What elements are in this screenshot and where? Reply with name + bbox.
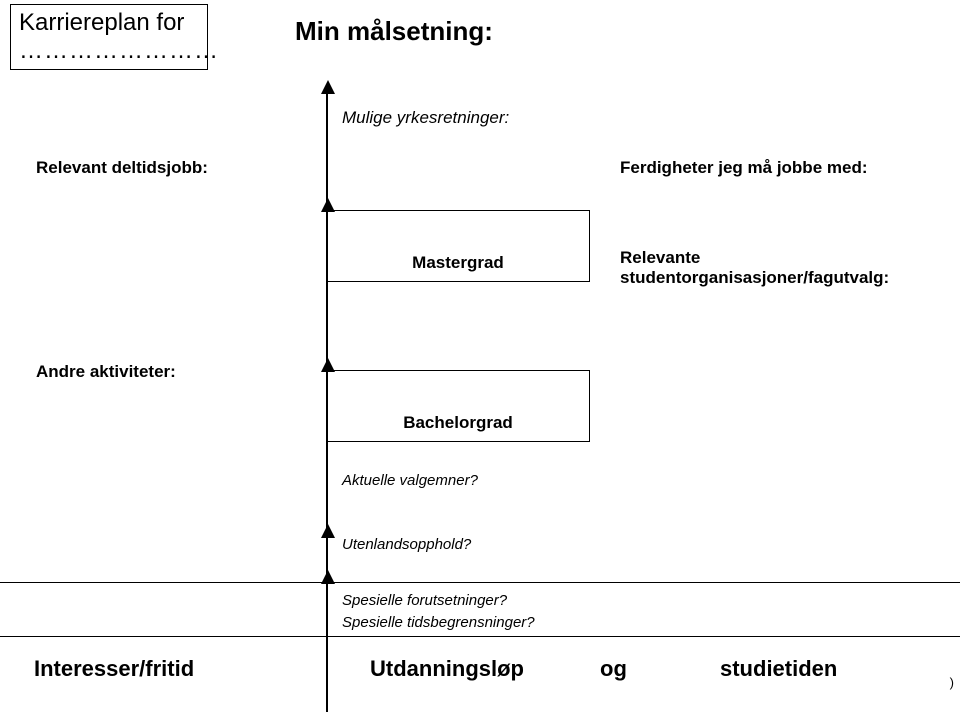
hline-lower	[0, 636, 960, 637]
axis-left: Interesser/fritid	[34, 656, 194, 682]
axis-og: og	[600, 656, 627, 682]
label-studentorg-l1: Relevante	[620, 248, 889, 268]
label-studentorg: Relevante studentorganisasjoner/fagutval…	[620, 248, 889, 288]
label-forutsetninger: Spesielle forutsetninger?	[342, 592, 507, 609]
label-bachelorgrad: Bachelorgrad	[327, 413, 589, 433]
label-tidsbegrensninger: Spesielle tidsbegrensninger?	[342, 614, 535, 631]
arrow-icon	[321, 524, 335, 538]
page-title: Min målsetning:	[295, 16, 493, 47]
page-foot: )	[950, 675, 954, 690]
label-aktiviteter: Andre aktiviteter:	[36, 362, 176, 382]
axis-mid: Utdanningsløp	[370, 656, 524, 682]
label-mastergrad: Mastergrad	[327, 253, 589, 273]
label-valgemner: Aktuelle valgemner?	[342, 472, 478, 489]
label-studentorg-l2: studentorganisasjoner/fagutvalg:	[620, 268, 889, 288]
arrow-icon	[321, 80, 335, 94]
box-mastergrad: Mastergrad	[326, 210, 590, 282]
label-ferdigheter: Ferdigheter jeg må jobbe med:	[620, 158, 868, 178]
box-bachelorgrad: Bachelorgrad	[326, 370, 590, 442]
label-deltidsjobb: Relevant deltidsjobb:	[36, 158, 208, 178]
title-dots: ……………………	[19, 37, 199, 65]
label-utenland: Utenlandsopphold?	[342, 536, 471, 553]
hline-upper	[0, 582, 960, 583]
label-yrkesretninger: Mulige yrkesretninger:	[342, 108, 509, 128]
title-box: Karriereplan for ……………………	[10, 4, 208, 70]
title-line1: Karriereplan for	[19, 9, 199, 37]
axis-right: studietiden	[720, 656, 837, 682]
